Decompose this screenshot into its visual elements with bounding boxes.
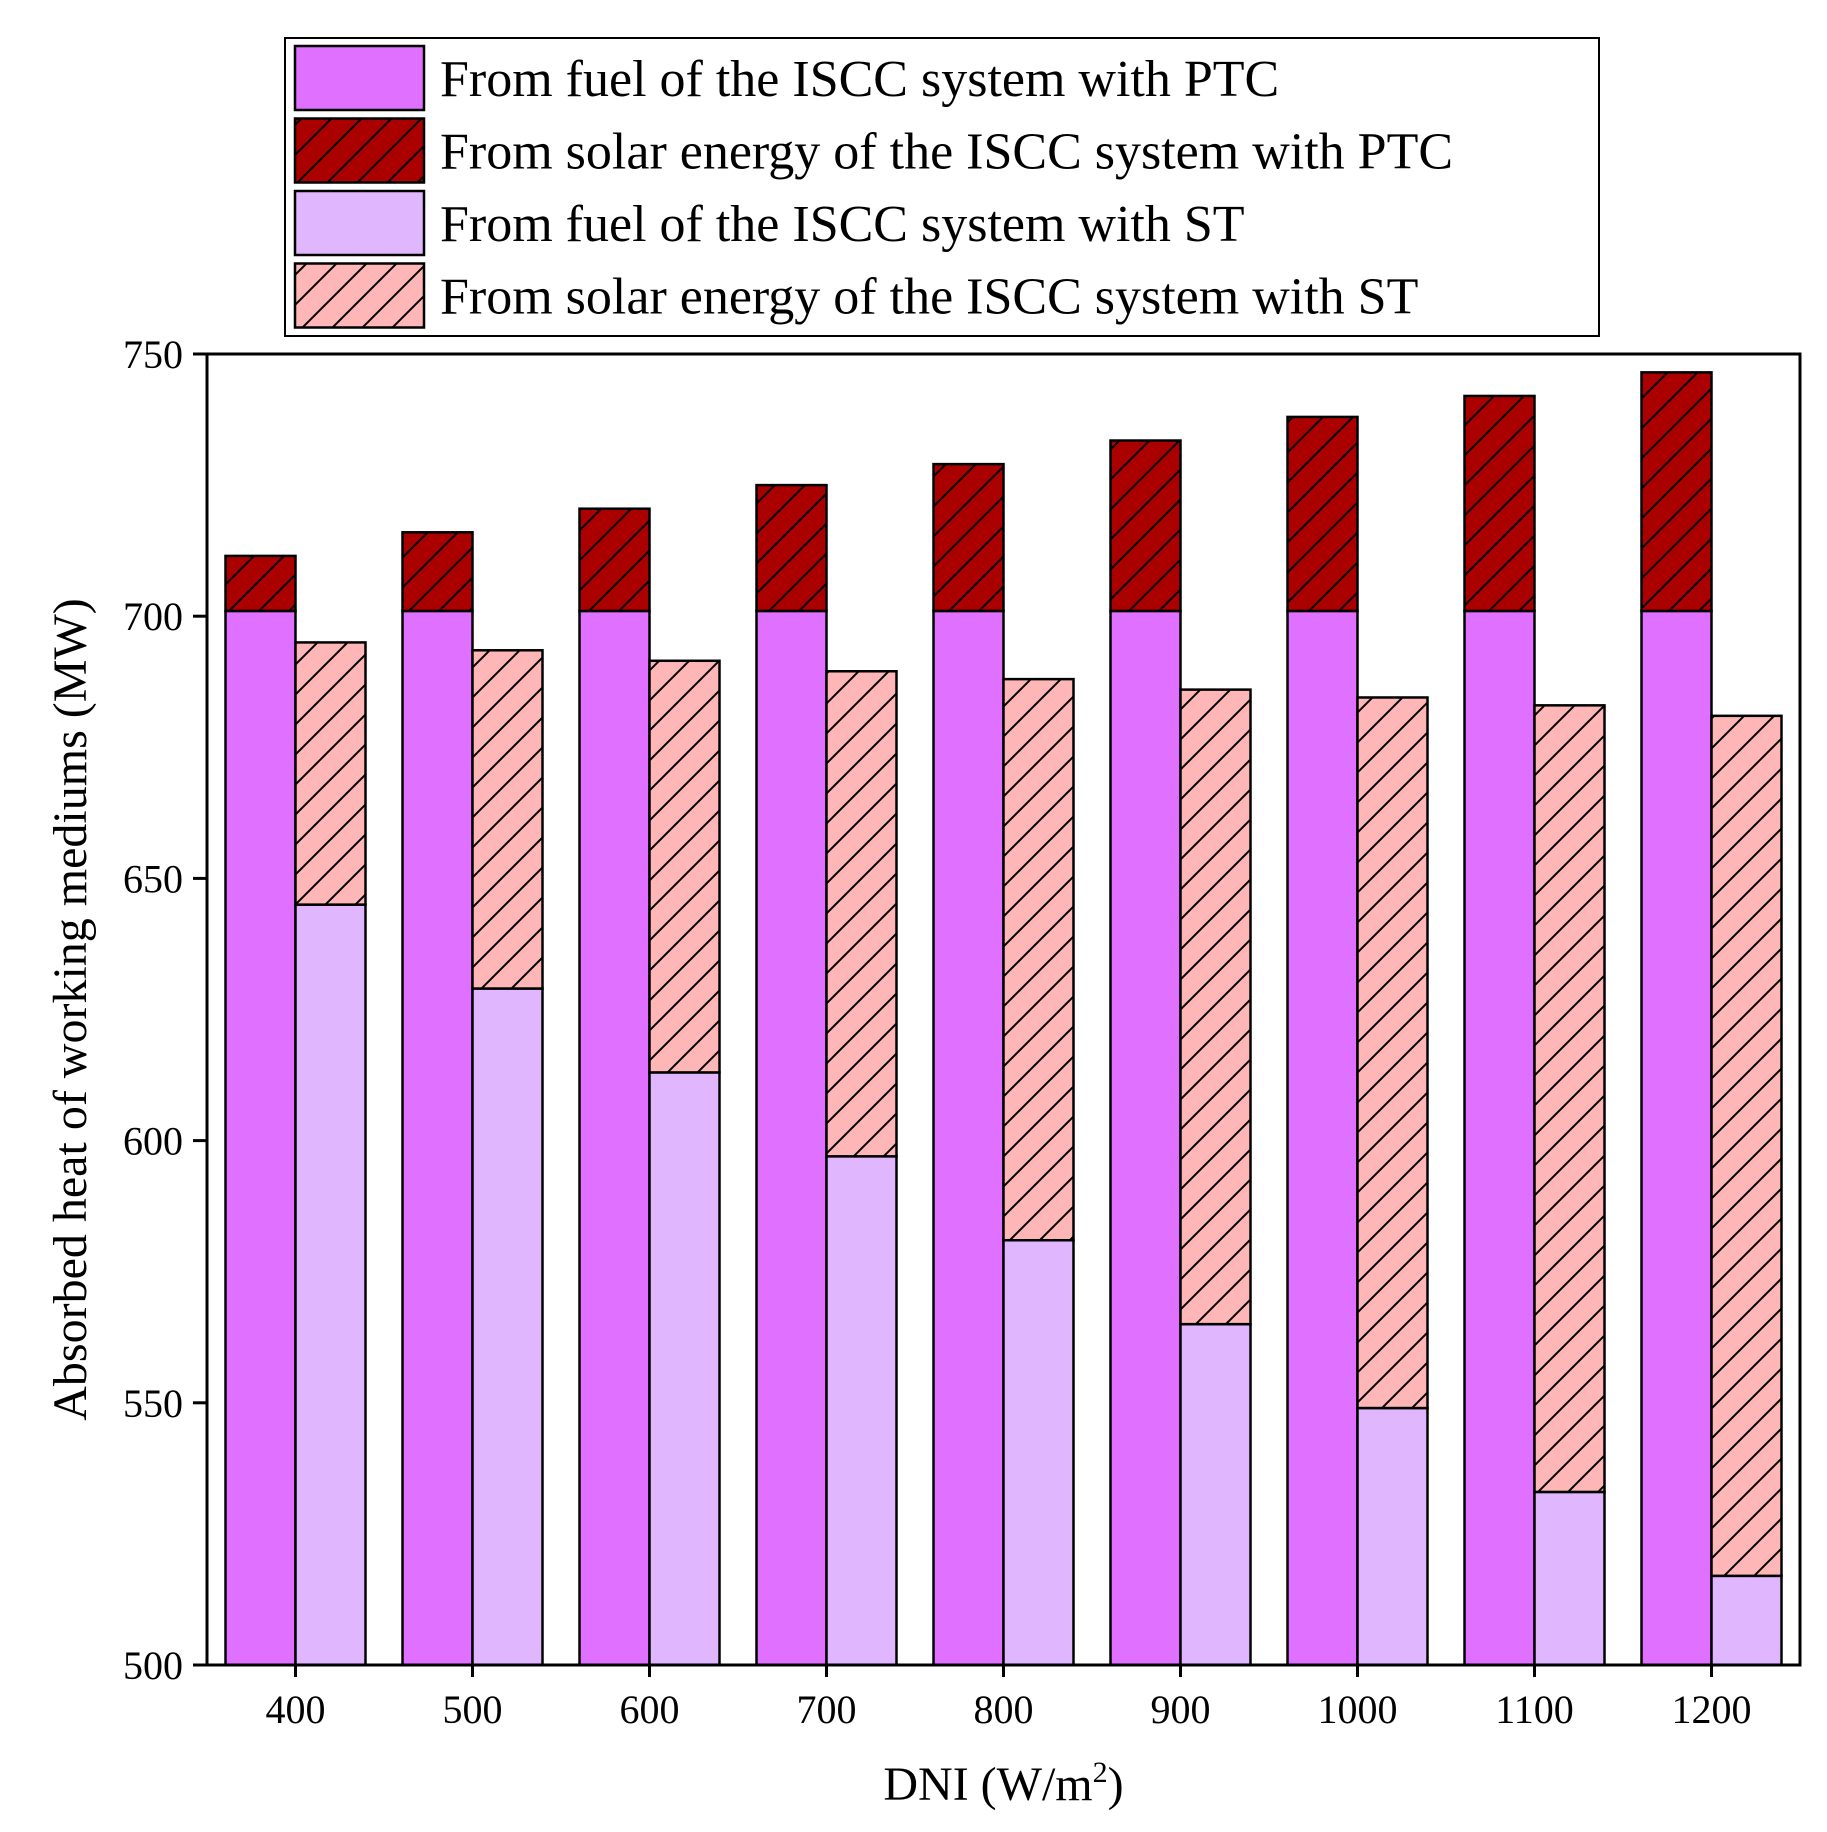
legend-label: From solar energy of the ISCC system wit… (440, 269, 1418, 326)
bar-st-solar-500 (471, 649, 544, 990)
bar-st-fuel-800 (1002, 1238, 1075, 1667)
legend-swatch (293, 44, 426, 112)
bar-st-solar-1200 (1710, 714, 1783, 1578)
bar-ptc-fuel-1100 (1463, 609, 1536, 1667)
legend-label: From fuel of the ISCC system with PTC (440, 51, 1279, 108)
bar-st-solar-400 (294, 641, 367, 906)
x-tick-label: 1100 (1495, 1687, 1574, 1732)
legend-label: From solar energy of the ISCC system wit… (440, 124, 1453, 181)
bar-ptc-fuel-800 (932, 609, 1005, 1667)
y-tick-label: 700 (123, 594, 183, 639)
legend-swatch (293, 117, 426, 184)
x-tick-label: 500 (443, 1687, 503, 1732)
bar-ptc-fuel-500 (401, 609, 474, 1667)
y-tick-label: 750 (123, 332, 183, 377)
bar-st-solar-1000 (1356, 696, 1429, 1410)
y-axis-ticks: 500 550 600 650 700 750 (123, 332, 207, 1688)
y-tick-label: 650 (123, 856, 183, 901)
legend-swatch (293, 189, 426, 257)
bar-ptc-solar-1000 (1286, 415, 1359, 613)
bar-ptc-fuel-1000 (1286, 609, 1359, 1667)
legend-label: From fuel of the ISCC system with ST (440, 196, 1245, 253)
x-tick-label: 700 (797, 1687, 857, 1732)
bar-ptc-solar-1100 (1463, 394, 1536, 613)
x-tick-label: 900 (1151, 1687, 1211, 1732)
bar-st-fuel-700 (825, 1155, 898, 1667)
bar-st-solar-600 (648, 659, 721, 1074)
x-axis-label-superscript: 2 (1093, 1756, 1108, 1789)
bar-ptc-solar-600 (578, 507, 651, 613)
bar-ptc-fuel-400 (224, 609, 297, 1667)
bar-st-fuel-1000 (1356, 1406, 1429, 1667)
bar-ptc-solar-1200 (1640, 371, 1713, 613)
bar-st-fuel-400 (294, 903, 367, 1667)
bar-st-fuel-1200 (1710, 1574, 1783, 1667)
legend: From fuel of the ISCC system with PTC Fro… (284, 37, 1600, 337)
y-tick-label: 550 (123, 1381, 183, 1426)
y-tick-label: 500 (123, 1643, 183, 1688)
bar-st-fuel-900 (1179, 1322, 1252, 1667)
x-axis-label-main: DNI (W/m (883, 1758, 1092, 1811)
bar-ptc-fuel-900 (1109, 609, 1182, 1667)
bar-st-solar-900 (1179, 688, 1252, 1326)
x-axis-label-suffix: ) (1108, 1758, 1124, 1811)
legend-box (284, 37, 1600, 337)
bar-st-fuel-500 (471, 987, 544, 1667)
y-tick-label: 600 (123, 1119, 183, 1164)
x-axis-label: DNI (W/m2) (883, 1756, 1123, 1811)
bar-st-solar-800 (1002, 677, 1075, 1242)
bar-ptc-fuel-700 (755, 609, 828, 1667)
y-axis-label: Absorbed heat of working mediums (MW) (44, 598, 97, 1421)
bar-st-solar-700 (825, 670, 898, 1158)
bar-st-fuel-1100 (1533, 1490, 1606, 1667)
bar-ptc-solar-400 (224, 554, 297, 613)
bar-ptc-fuel-600 (578, 609, 651, 1667)
x-tick-label: 600 (620, 1687, 680, 1732)
x-tick-label: 1000 (1318, 1687, 1398, 1732)
x-tick-label: 1200 (1672, 1687, 1752, 1732)
x-tick-label: 400 (266, 1687, 326, 1732)
bar-st-fuel-600 (648, 1071, 721, 1667)
bar-ptc-solar-900 (1109, 439, 1182, 613)
bar-st-solar-1100 (1533, 704, 1606, 1494)
x-axis-ticks: 400 500 600 700 800 900 1000 1100 1200 (266, 1665, 1752, 1732)
legend-swatch (293, 262, 426, 329)
bar-ptc-fuel-1200 (1640, 609, 1713, 1667)
x-tick-label: 800 (974, 1687, 1034, 1732)
bars-layer (224, 371, 1783, 1667)
bar-ptc-solar-500 (401, 531, 474, 613)
bar-ptc-solar-800 (932, 462, 1005, 613)
bar-ptc-solar-700 (755, 483, 828, 613)
